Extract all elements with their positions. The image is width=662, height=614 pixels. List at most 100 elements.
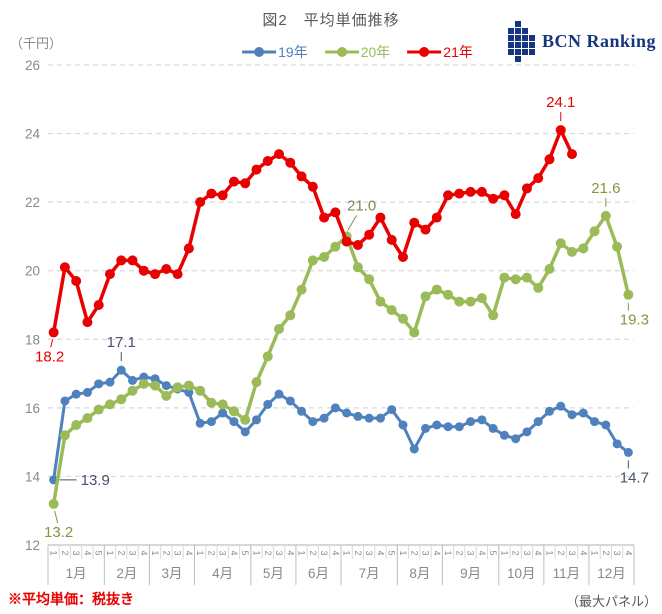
logo-grid-cell bbox=[521, 42, 528, 48]
y-axis-unit-label: （千円） bbox=[10, 36, 63, 51]
month-label: 3月 bbox=[161, 566, 182, 581]
series-19年-marker bbox=[195, 418, 205, 428]
series-21年-marker bbox=[555, 125, 566, 136]
week-number-label: 2 bbox=[308, 550, 318, 555]
bcn-ranking-logo: BCN Ranking bbox=[507, 21, 656, 62]
series-19年-marker bbox=[612, 439, 622, 449]
week-number-label: 3 bbox=[421, 550, 431, 555]
week-number-label: 5 bbox=[94, 550, 104, 555]
series-20年-marker bbox=[285, 310, 296, 321]
annotation-13.2: 13.2 bbox=[44, 524, 73, 541]
month-label: 7月 bbox=[359, 566, 380, 581]
series-19年-marker bbox=[139, 372, 149, 382]
bcn-logo-mark-icon bbox=[507, 21, 535, 62]
series-19年-marker bbox=[544, 406, 554, 416]
logo-grid-cell bbox=[508, 56, 514, 62]
month-label: 11月 bbox=[553, 566, 581, 581]
legend-marker-icon bbox=[242, 47, 277, 57]
series-19年-marker bbox=[285, 396, 295, 406]
y-tick-label: 20 bbox=[25, 264, 40, 279]
week-number-label: 1 bbox=[544, 550, 554, 555]
annotation-leader bbox=[54, 510, 59, 523]
week-number-label: 3 bbox=[466, 550, 476, 555]
series-21年-marker bbox=[206, 188, 217, 199]
series-20年-marker bbox=[138, 378, 149, 389]
week-number-label: 4 bbox=[229, 550, 239, 555]
series-20年-marker bbox=[510, 274, 521, 285]
series-20年-marker bbox=[521, 272, 532, 283]
logo-grid-cell bbox=[528, 49, 535, 55]
series-21年-marker bbox=[307, 181, 318, 192]
logo-grid-cell bbox=[521, 35, 528, 41]
series-21年-marker bbox=[364, 229, 375, 240]
series-21年-marker bbox=[195, 197, 206, 208]
series-20年-marker bbox=[161, 390, 172, 401]
series-21年-marker bbox=[499, 190, 510, 201]
series-19年-marker bbox=[398, 420, 408, 430]
series-19年-marker bbox=[409, 444, 419, 454]
series-20年-marker bbox=[319, 252, 330, 262]
logo-grid-cell bbox=[528, 42, 535, 48]
series-20年-marker bbox=[217, 399, 228, 410]
series-20年-marker bbox=[116, 394, 127, 405]
week-number-label: 4 bbox=[139, 550, 149, 555]
legend-label: 21年 bbox=[443, 44, 473, 60]
legend-marker-icon bbox=[407, 47, 442, 57]
y-tick-label: 26 bbox=[25, 58, 40, 73]
series-21年-marker bbox=[397, 252, 408, 262]
month-label: 2月 bbox=[116, 566, 137, 581]
series-20年-marker bbox=[431, 284, 442, 295]
week-number-label: 4 bbox=[477, 550, 487, 555]
series-19年-marker bbox=[94, 379, 104, 389]
series-19年-line bbox=[52, 368, 630, 482]
week-number-label: 3 bbox=[319, 550, 329, 555]
series-19年-marker bbox=[623, 447, 633, 457]
annotation-14.7: 14.7 bbox=[620, 469, 649, 486]
series-19年-marker bbox=[330, 403, 340, 413]
series-19年-marker bbox=[556, 401, 566, 411]
annotation-24.1: 24.1 bbox=[546, 94, 575, 111]
series-20年-marker bbox=[544, 264, 555, 274]
series-21年-marker bbox=[82, 317, 93, 328]
week-number-label: 1 bbox=[342, 550, 352, 555]
series-20年-marker bbox=[409, 327, 420, 338]
series-20年-marker bbox=[499, 272, 510, 283]
week-number-label: 1 bbox=[195, 550, 205, 555]
series-21年-marker bbox=[510, 209, 521, 220]
series-21年-marker bbox=[420, 224, 431, 235]
series-20年-marker bbox=[567, 246, 578, 257]
series-21年-marker bbox=[409, 217, 420, 228]
week-number-label: 1 bbox=[150, 550, 160, 555]
logo-grid-cell bbox=[522, 56, 528, 62]
series-20年-marker bbox=[127, 385, 138, 396]
series-19年-marker bbox=[466, 417, 476, 427]
series-21年-marker bbox=[285, 157, 296, 168]
series-19年-marker bbox=[274, 389, 284, 399]
series-21年-marker bbox=[521, 183, 532, 194]
series-19年-marker bbox=[488, 423, 498, 433]
logo-grid-cell bbox=[514, 42, 521, 48]
series-19年-marker bbox=[71, 389, 81, 399]
series-19年-marker bbox=[533, 417, 543, 427]
week-number-label: 2 bbox=[60, 550, 70, 555]
series-19年-marker bbox=[511, 434, 521, 444]
series-20年-marker bbox=[600, 210, 611, 221]
y-tick-label: 22 bbox=[25, 195, 40, 210]
month-label: 4月 bbox=[212, 566, 233, 581]
series-19年-marker bbox=[308, 417, 318, 427]
week-number-label: 3 bbox=[173, 550, 183, 555]
series-21年-marker bbox=[172, 269, 183, 280]
week-number-label: 5 bbox=[387, 550, 397, 555]
series-19年-marker bbox=[116, 365, 126, 375]
logo-grid-cell bbox=[521, 49, 528, 55]
series-20年-marker bbox=[454, 296, 465, 307]
series-21年-marker bbox=[240, 178, 251, 189]
series-19年-marker bbox=[105, 377, 115, 387]
footnote-panel-note: （最大パネル） bbox=[565, 594, 657, 609]
series-19年-marker bbox=[240, 427, 250, 437]
series-19年-marker bbox=[578, 408, 588, 418]
series-19年-marker bbox=[454, 422, 464, 432]
series-20年-marker bbox=[533, 282, 544, 293]
series-20年-marker bbox=[93, 404, 104, 415]
